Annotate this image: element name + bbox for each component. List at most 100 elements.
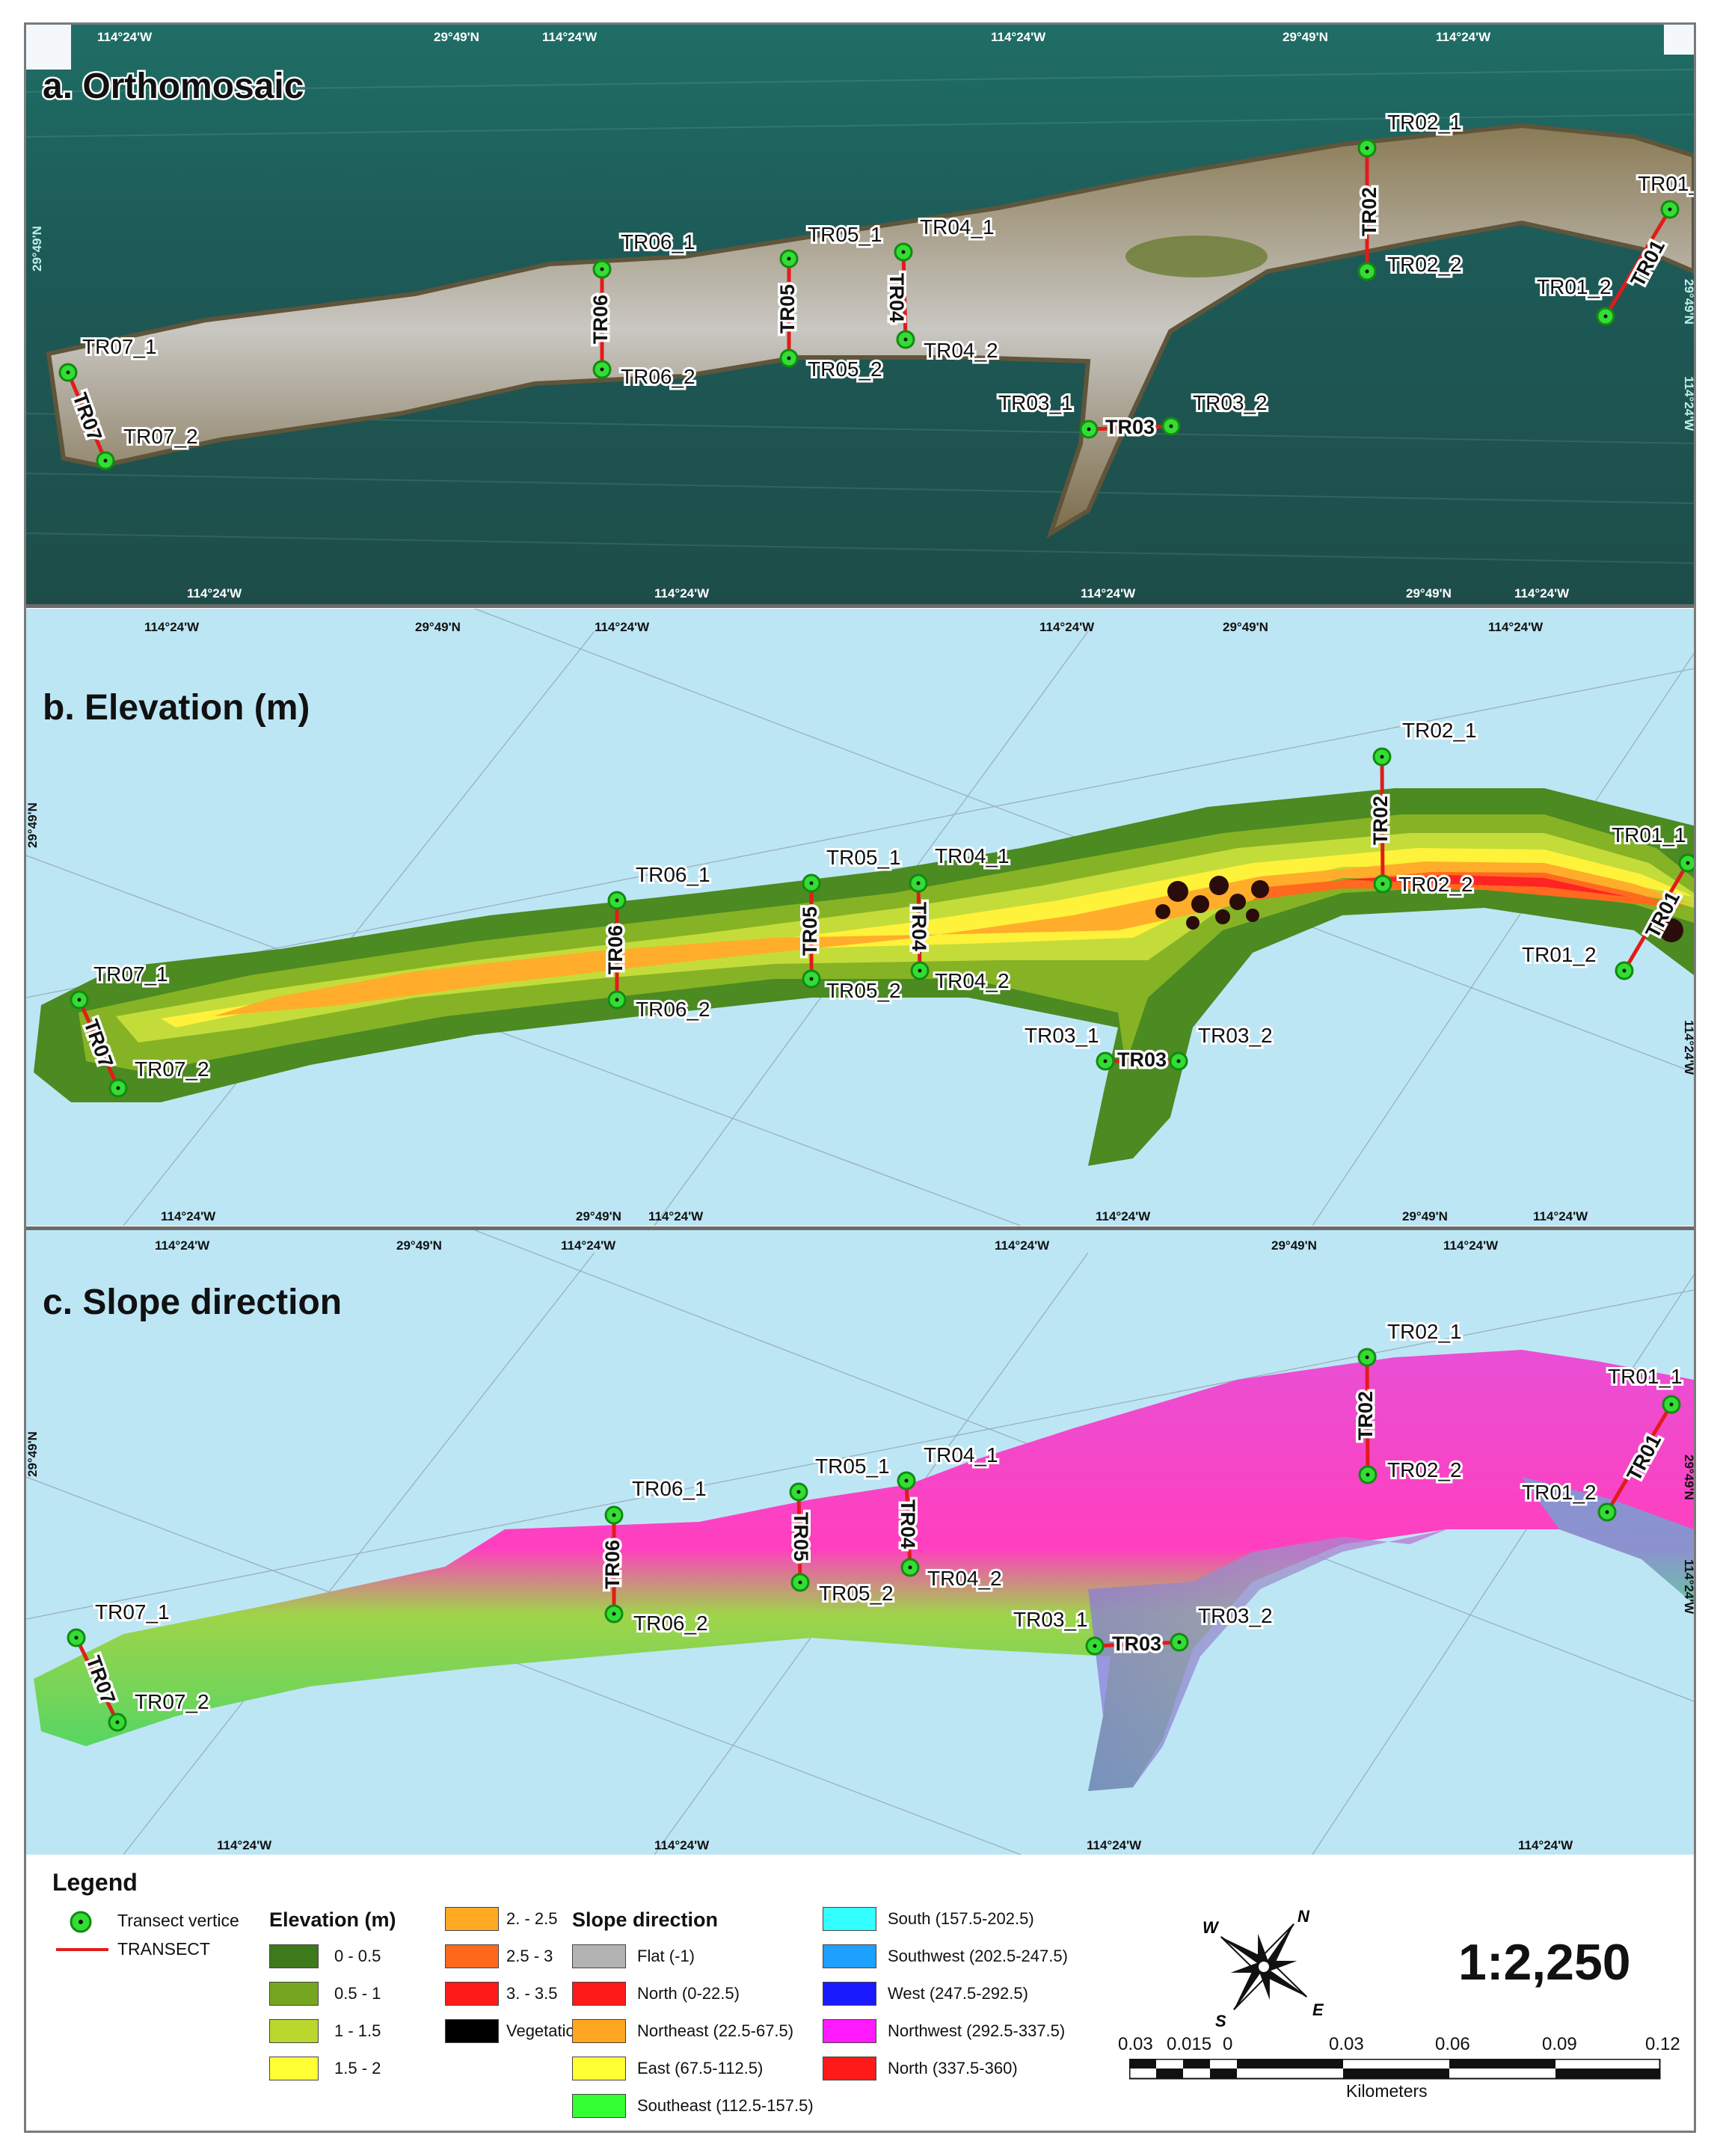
transect-vertex-1[interactable] — [604, 1505, 624, 1525]
transect-vertex-2[interactable] — [604, 1604, 624, 1624]
vertex-label: TR07_1 — [82, 335, 157, 358]
transect-line[interactable] — [1603, 208, 1672, 318]
transect-tr06[interactable]: TR06_1 TR06_2 TR06 — [587, 228, 698, 390]
transect-line[interactable] — [1094, 1640, 1180, 1648]
transect-vertex-2[interactable] — [910, 961, 930, 980]
transect-vertex-1[interactable] — [1678, 853, 1694, 873]
transect-line[interactable] — [1365, 1357, 1370, 1475]
transect-tr02[interactable]: TR02_1 TR02_2 TR02 — [1352, 1318, 1464, 1484]
transect-tr05[interactable]: TR05_1 TR05_2 TR05 — [774, 221, 885, 383]
transect-line[interactable] — [1605, 1403, 1674, 1514]
vertex-label: Transect vertice — [117, 1911, 239, 1930]
transect-vertex-1[interactable] — [1660, 200, 1680, 219]
transect-vertex-1[interactable] — [1662, 1395, 1681, 1414]
transect-line[interactable] — [901, 251, 908, 340]
transect-vertex-2[interactable] — [108, 1713, 127, 1732]
transect-tr02[interactable]: TR02_1 TR02_2 TR02 — [1356, 108, 1464, 281]
transect-layer[interactable]: TR01_1TR01_2TR01TR02_1TR02_2TR02TR03_1TR… — [58, 108, 1694, 470]
legend-swatch — [572, 1982, 626, 2006]
panel-elevation[interactable]: 114°24'W 29°49'N 114°24'W 114°24'W 29°49… — [26, 609, 1694, 1226]
transect-tr05[interactable]: TR05_1 TR05_2 TR05 — [787, 1452, 895, 1607]
transect-vertex-1[interactable] — [1372, 747, 1392, 767]
transect-vertex-1[interactable] — [1357, 1348, 1377, 1367]
transect-vertex-1[interactable] — [70, 990, 89, 1010]
transect-tr06[interactable]: TR06_1 TR06_2 TR06 — [602, 861, 713, 1023]
transect-vertex-1[interactable] — [1079, 420, 1099, 439]
transect-line[interactable] — [1380, 756, 1385, 885]
transect-vertex-1[interactable] — [1357, 138, 1377, 158]
transect-vertex-2[interactable] — [900, 1558, 920, 1577]
panel-slope-direction[interactable]: 114°24'W 29°49'N 114°24'W 114°24'W 29°49… — [26, 1230, 1694, 1855]
transect-line[interactable] — [1622, 862, 1690, 972]
transect-tr05[interactable]: TR05_1 TR05_2 TR05 — [796, 844, 903, 1004]
vertex-label: TR02_2 — [1387, 253, 1462, 276]
vertex-label: TR04_2 — [935, 969, 1010, 992]
transect-vertex-1[interactable] — [67, 1628, 86, 1647]
transect-vertex-2[interactable] — [607, 990, 627, 1010]
transect-tr02[interactable]: TR02_1 TR02_2 TR02 — [1367, 716, 1479, 898]
elevation-class-3-3.5 — [1342, 875, 1627, 897]
legend-item-label: North (337.5-360) — [888, 2059, 1018, 2077]
transect-vertex-2[interactable] — [1357, 262, 1377, 281]
slope-direction-map[interactable]: 114°24'W 29°49'N 114°24'W 114°24'W 29°49… — [26, 1230, 1694, 1855]
transect-line[interactable] — [77, 998, 120, 1090]
transect-vertex-2[interactable] — [96, 451, 115, 470]
orthomosaic-map[interactable]: 114°24'W 29°49'N 114°24'W 114°24'W 29°49… — [26, 25, 1694, 604]
legend-item-label: South (157.5-202.5) — [888, 1909, 1034, 1928]
transect-tr03[interactable]: TR03_1 TR03_2 TR03 — [996, 389, 1270, 441]
elevation-map[interactable]: 114°24'W 29°49'N 114°24'W 114°24'W 29°49… — [26, 609, 1694, 1226]
transect-vertex-2[interactable] — [896, 330, 915, 349]
transect-vertex-1[interactable] — [58, 363, 78, 382]
transect-line[interactable] — [796, 1491, 802, 1583]
no-data-corner — [26, 25, 71, 70]
transect-vertex-2[interactable] — [1161, 417, 1181, 436]
transect-tr03[interactable]: TR03_1 TR03_2 TR03 — [1022, 1022, 1275, 1074]
scale-tick-label: 0 — [1223, 2034, 1233, 2054]
transect-vertex-1[interactable] — [897, 1471, 916, 1490]
graticule-labels: 114°24'W 29°49'N 114°24'W 114°24'W 29°49… — [26, 620, 1694, 1223]
svg-text:29°49'N: 29°49'N — [1406, 586, 1452, 601]
transect-tr06[interactable]: TR06_1 TR06_2 TR06 — [599, 1475, 710, 1637]
transect-vertex-1[interactable] — [779, 249, 799, 268]
transect-vertex-2[interactable] — [1170, 1633, 1189, 1652]
panel-title: b. Elevation (m) — [43, 688, 310, 728]
elevation-class-1.5-2 — [161, 848, 1694, 1028]
transect-vertex-2[interactable] — [592, 360, 612, 379]
vertex-label: TR01_2 — [1522, 943, 1597, 966]
transect-vertex-1[interactable] — [909, 873, 928, 893]
transect-line[interactable] — [904, 1480, 912, 1568]
transect-vertex-2[interactable] — [1358, 1465, 1377, 1484]
transect-vertex-1[interactable] — [802, 873, 821, 893]
transect-vertex-1[interactable] — [607, 891, 627, 910]
svg-text:29°49'N: 29°49'N — [434, 30, 479, 44]
svg-text:114°24'W: 114°24'W — [155, 1238, 210, 1253]
transect-vertex-1[interactable] — [592, 259, 612, 279]
legend-item-label: Vegetation — [506, 2021, 584, 2040]
transect-name: TR05 — [790, 1512, 812, 1561]
transect-line[interactable] — [1088, 424, 1172, 431]
panel-title: c. Slope direction — [43, 1283, 342, 1322]
transect-vertex-2[interactable] — [108, 1078, 128, 1098]
transect-vertex-2[interactable] — [1169, 1051, 1188, 1071]
transect-vertex-1[interactable] — [1085, 1636, 1105, 1656]
panel-orthomosaic[interactable]: 114°24'W 29°49'N 114°24'W 114°24'W 29°49… — [26, 25, 1694, 604]
transect-vertex-2[interactable] — [1596, 307, 1615, 326]
transect-line[interactable] — [74, 1636, 120, 1724]
transect-vertex-1[interactable] — [1096, 1051, 1115, 1071]
transect-vertex-2[interactable] — [1373, 874, 1392, 894]
transect-line[interactable] — [66, 372, 108, 461]
transect-vertex-1[interactable] — [789, 1482, 808, 1502]
transect-vertex-2[interactable] — [1597, 1502, 1617, 1522]
transect-line[interactable] — [916, 882, 922, 971]
transect-vertex-2[interactable] — [802, 969, 821, 989]
transect-vertex-1[interactable] — [894, 242, 913, 262]
transect-vertex-2[interactable] — [1615, 961, 1634, 980]
transect-tr03[interactable]: TR03_1 TR03_2 TR03 — [1011, 1602, 1275, 1658]
transect-vertex-2[interactable] — [779, 348, 799, 368]
transect-vertex-2[interactable] — [790, 1573, 810, 1592]
